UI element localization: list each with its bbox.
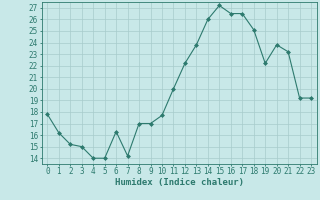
X-axis label: Humidex (Indice chaleur): Humidex (Indice chaleur) [115, 178, 244, 187]
